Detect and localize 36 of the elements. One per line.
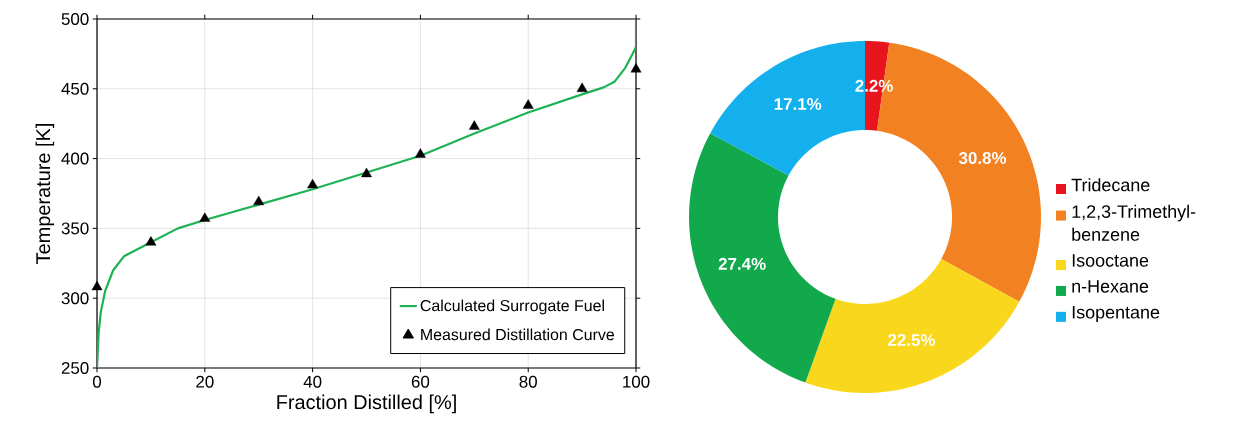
point [361, 167, 372, 178]
point [91, 280, 103, 291]
legend-label: Tridecane [1071, 178, 1150, 192]
y-axis-title: Temperature [K] [35, 124, 55, 264]
point [468, 120, 480, 130]
y-tick-label: 500 [61, 12, 89, 25]
x-tick-label: 0 [92, 375, 102, 388]
y-tick-label: 250 [61, 361, 89, 374]
legend-label: Isooctane [1072, 254, 1149, 267]
x-tick-label: 80 [519, 375, 537, 388]
point [199, 212, 211, 222]
data-label: 27.4% [718, 257, 766, 270]
point [522, 99, 534, 109]
y-tick-label: 400 [61, 152, 89, 165]
point [253, 195, 265, 206]
point [307, 178, 318, 189]
point [145, 236, 157, 246]
point [576, 82, 588, 92]
x-axis-title: Fraction Distilled [%] [277, 394, 456, 414]
legend-label: 1,2,3-Trimethyl-benzene [1072, 204, 1196, 241]
x-tick-label: 40 [303, 375, 322, 388]
point [630, 63, 642, 73]
data-label: 30.8% [958, 152, 1007, 165]
point [415, 148, 426, 158]
data-label: 22.5% [888, 333, 936, 346]
x-tick-label: 100 [623, 375, 650, 388]
legend-label: Isopentane [1072, 306, 1160, 323]
y-tick-label: 300 [61, 292, 89, 305]
x-tick-label: 20 [196, 375, 214, 388]
legend-label: Measured Distillation Curve [421, 328, 615, 341]
x-tick-label: 60 [411, 375, 430, 388]
y-tick-label: 450 [61, 82, 89, 95]
legend-label: Calculated Surrogate Fuel [420, 299, 604, 315]
y-tick-label: 350 [61, 222, 89, 235]
legend-label: n-Hexane [1072, 280, 1149, 293]
data-label: 17.1% [774, 98, 822, 110]
